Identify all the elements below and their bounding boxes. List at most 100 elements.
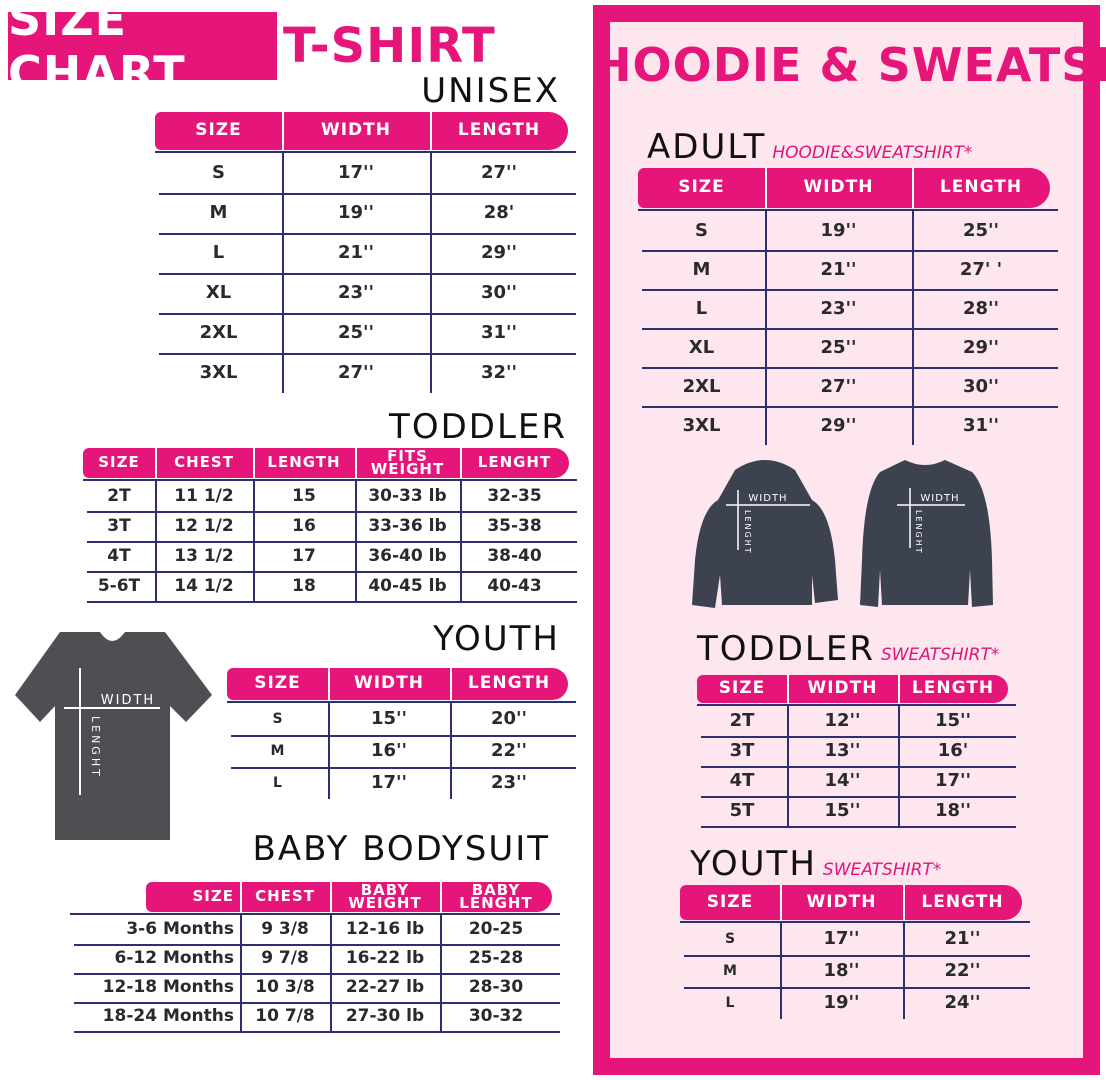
table-cell: L bbox=[212, 242, 225, 263]
table-cell: 2T bbox=[107, 485, 131, 506]
table-cell: 22-27 lb bbox=[345, 977, 425, 997]
header-separator bbox=[912, 168, 914, 208]
row-line bbox=[74, 1002, 560, 1004]
table-cell: 18'' bbox=[823, 960, 860, 981]
table-cell: 21'' bbox=[944, 928, 981, 949]
header-separator bbox=[430, 112, 432, 150]
table-cell: 16' bbox=[937, 740, 969, 761]
table-cell: 28' bbox=[483, 202, 515, 223]
table-cell: 15 bbox=[292, 485, 316, 506]
table-header-bar bbox=[680, 885, 1022, 920]
table-cell: 12-16 lb bbox=[345, 919, 425, 939]
section-title: YOUTH SWEATSHIRT* bbox=[690, 847, 941, 881]
header-separator bbox=[440, 882, 442, 912]
section-title: TODDLER SWEATSHIRT* bbox=[697, 632, 999, 666]
header-subtitle: T-SHIRT bbox=[283, 18, 496, 74]
table-cell: 3XL bbox=[682, 414, 721, 436]
table-cell: 3-6 Months bbox=[126, 919, 234, 939]
header-separator bbox=[898, 675, 900, 703]
header-separator bbox=[450, 668, 452, 700]
column-header: WIDTH bbox=[353, 673, 424, 694]
row-line bbox=[74, 944, 560, 946]
table-cell: 18'' bbox=[934, 800, 972, 821]
row-line bbox=[87, 511, 577, 513]
table-cell: 31'' bbox=[962, 414, 1000, 436]
column-header: LENGTH bbox=[267, 453, 341, 472]
length-label: LENGHT bbox=[914, 510, 923, 555]
table-cell: XL bbox=[688, 336, 715, 358]
header-separator bbox=[282, 112, 284, 150]
table-cell: XL bbox=[205, 282, 232, 303]
table-header-bar bbox=[638, 168, 1050, 208]
table-cell: 27'' bbox=[820, 375, 857, 397]
table-header-bar bbox=[155, 112, 568, 150]
table-cell: 12-18 Months bbox=[102, 977, 234, 997]
column-header: LENGTH bbox=[939, 177, 1023, 198]
header-separator bbox=[787, 675, 789, 703]
row-line bbox=[231, 767, 576, 769]
column-header: LENGHT bbox=[477, 453, 552, 472]
row-line bbox=[74, 1031, 560, 1033]
table-cell: 25-28 bbox=[468, 948, 524, 968]
table-cell: 2XL bbox=[199, 322, 238, 343]
table-cell: 25'' bbox=[337, 322, 375, 343]
title-text: BABY BODYSUIT bbox=[252, 829, 550, 869]
table-cell: M bbox=[209, 202, 228, 223]
table-cell: 14 1/2 bbox=[174, 575, 234, 596]
table-cell: S bbox=[695, 219, 708, 241]
section-title: ADULT HOODIE&SWEATSHIRT* bbox=[647, 130, 972, 164]
table-cell: 28-30 bbox=[468, 977, 524, 997]
table-cell: M bbox=[270, 743, 285, 759]
table-cell: 17'' bbox=[370, 772, 408, 793]
row-line bbox=[642, 367, 1058, 369]
row-line bbox=[159, 273, 576, 275]
column-separator bbox=[328, 703, 330, 799]
table-cell: 24'' bbox=[944, 992, 981, 1013]
table-cell: 25'' bbox=[820, 336, 857, 358]
table-cell: 30-33 lb bbox=[368, 485, 447, 506]
title-text: TODDLER bbox=[697, 629, 875, 669]
header-underline bbox=[83, 479, 577, 481]
header-underline bbox=[155, 151, 576, 153]
table-cell: 32'' bbox=[480, 362, 518, 383]
row-line bbox=[87, 601, 577, 603]
hoodie-title: HOODIE & SWEATSHIRT bbox=[593, 38, 1106, 92]
row-line bbox=[642, 406, 1058, 408]
column-separator bbox=[450, 703, 452, 799]
column-header: WIDTH bbox=[807, 678, 878, 699]
header-underline bbox=[638, 209, 1058, 211]
section-title: BABY BODYSUIT bbox=[253, 832, 550, 866]
table-header-bar bbox=[83, 448, 569, 478]
title-text: UNISEX bbox=[421, 71, 560, 111]
table-cell: 15'' bbox=[824, 800, 861, 821]
table-cell: L bbox=[695, 297, 708, 319]
table-cell: 20-25 bbox=[468, 919, 524, 939]
title-subtitle: SWEATSHIRT* bbox=[822, 860, 942, 880]
table-cell: 27'' bbox=[480, 162, 518, 183]
header-separator bbox=[765, 168, 767, 208]
header-separator bbox=[330, 882, 332, 912]
title-subtitle: SWEATSHIRT* bbox=[880, 645, 1000, 665]
header-separator bbox=[328, 668, 330, 700]
table-cell: 12'' bbox=[824, 710, 861, 731]
table-cell: 5T bbox=[729, 800, 755, 821]
table-cell: 5-6T bbox=[97, 575, 141, 596]
table-cell: 32-35 bbox=[487, 485, 542, 506]
table-cell: 17'' bbox=[337, 162, 375, 183]
table-cell: S bbox=[212, 162, 225, 183]
table-cell: 20'' bbox=[490, 708, 528, 729]
table-cell: 3T bbox=[107, 515, 131, 536]
row-line bbox=[159, 193, 576, 195]
row-line bbox=[701, 826, 1016, 828]
table-cell: 16-22 lb bbox=[345, 948, 425, 968]
table-cell: 22'' bbox=[944, 960, 981, 981]
table-cell: 2XL bbox=[682, 375, 721, 397]
column-header: CHEST bbox=[255, 887, 315, 906]
row-line bbox=[642, 250, 1058, 252]
table-cell: 25'' bbox=[962, 219, 1000, 241]
table-cell: L bbox=[273, 775, 282, 791]
table-cell: 10 3/8 bbox=[255, 977, 315, 997]
table-cell: 3XL bbox=[199, 362, 238, 383]
column-header: SIZE bbox=[192, 887, 234, 906]
header-title: SIZE CHART bbox=[8, 0, 277, 100]
